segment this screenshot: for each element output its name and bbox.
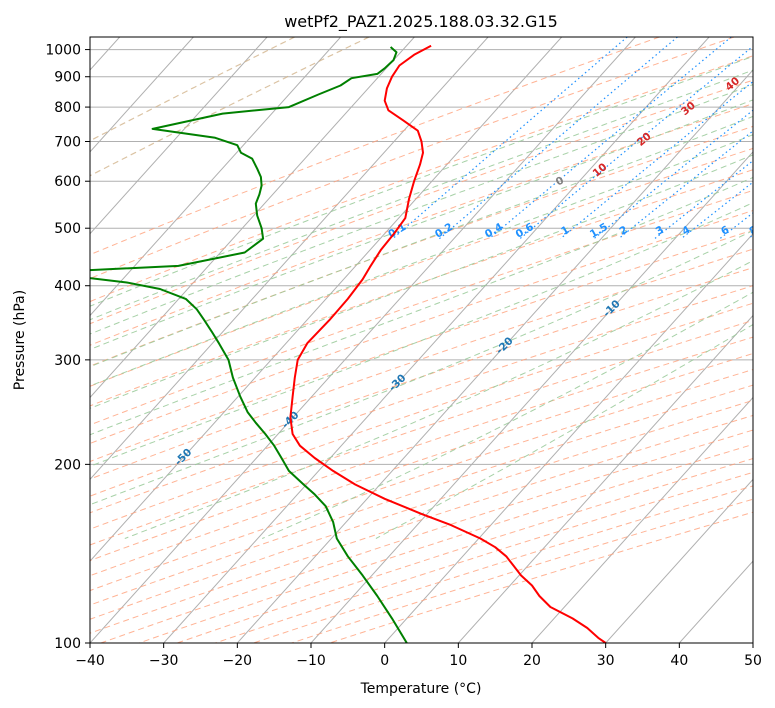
dry-adiabat-line — [90, 285, 753, 514]
isotherm-line — [90, 37, 268, 235]
x-tick-label: −10 — [296, 653, 326, 669]
y-tick-label: 300 — [54, 353, 81, 369]
isotherm-line — [605, 478, 753, 643]
moist-adiabat-line — [90, 115, 753, 368]
x-tick-label: −20 — [223, 653, 253, 669]
y-tick-label: 700 — [54, 134, 81, 150]
mixing-ratio-line — [593, 109, 753, 240]
dewpoint-profile-line — [90, 46, 408, 643]
dry-adiabat-line — [90, 319, 753, 546]
isotherm-line — [384, 233, 753, 643]
y-tick-label: 400 — [54, 279, 81, 295]
x-tick-label: 10 — [449, 653, 467, 669]
moist-adiabat-line — [90, 230, 753, 506]
y-tick-label: 1000 — [45, 43, 81, 59]
y-tick-label: 500 — [54, 221, 81, 237]
x-tick-label: −30 — [149, 653, 179, 669]
dry-adiabat-line — [90, 336, 753, 562]
dry-adiabat-line — [90, 169, 753, 407]
isotherm-line — [90, 37, 342, 317]
mixing-ratio-line — [439, 37, 678, 240]
mixing-ratio-line — [519, 45, 753, 240]
dry-adiabat-line — [90, 147, 753, 387]
dry-adiabat-line — [90, 55, 753, 303]
moist-adiabat-line — [90, 154, 753, 409]
isotherm-line — [457, 314, 753, 643]
isotherm-line — [531, 396, 753, 643]
chart-title: wetPf2_PAZ1.2025.188.03.32.G15 — [284, 12, 558, 32]
isotherm-line — [236, 69, 753, 643]
reference-curve — [90, 37, 295, 142]
x-tick-label: 20 — [523, 653, 541, 669]
y-tick-label: 200 — [54, 457, 81, 473]
y-tick-label: 900 — [54, 70, 81, 86]
y-axis-title: Pressure (hPa) — [12, 290, 28, 390]
x-tick-label: 0 — [380, 653, 389, 669]
y-tick-label: 600 — [54, 174, 81, 190]
plot-frame — [89, 36, 754, 644]
dry-adiabat-line — [90, 37, 735, 280]
y-tick-label: 100 — [54, 636, 81, 652]
x-axis-title: Temperature (°C) — [360, 681, 482, 697]
y-tick-label: 800 — [54, 100, 81, 116]
x-tick-label: −40 — [75, 653, 105, 669]
mixing-ratio-line — [680, 181, 753, 240]
mixing-ratio-label: 8 — [747, 224, 759, 238]
isotherm-line — [90, 37, 636, 643]
dry-adiabat-line — [90, 189, 753, 426]
moist-adiabat-line — [375, 324, 753, 539]
dry-adiabat-line — [90, 229, 753, 463]
x-tick-label: 50 — [744, 653, 762, 669]
plot-area: 0.10.20.40.611.52346810131620253036-100-… — [90, 37, 759, 643]
moist-adiabat-line — [90, 84, 753, 335]
axes: −40 −30 −20 −10 0 10 20 30 40 50 100 200 300 400 500 60… — [45, 43, 762, 669]
temperature-profile-line — [289, 44, 607, 643]
x-tick-label: 40 — [670, 653, 688, 669]
dry-adiabat-line — [90, 368, 753, 592]
isotherm-line — [90, 37, 489, 481]
x-tick-label: 30 — [597, 653, 615, 669]
moist-adiabat-line — [90, 176, 753, 436]
isotherm-line — [90, 37, 415, 399]
isotherm-line — [90, 37, 563, 562]
isotherm-line — [90, 37, 194, 153]
dry-adiabat-line — [90, 37, 660, 256]
isotherm-line — [163, 37, 710, 643]
dry-adiabat-line — [90, 267, 753, 497]
